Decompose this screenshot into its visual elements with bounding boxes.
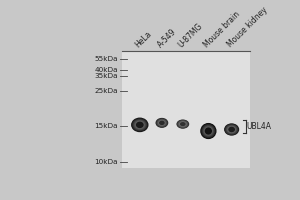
Ellipse shape — [181, 123, 184, 125]
Ellipse shape — [230, 128, 233, 131]
Ellipse shape — [181, 123, 185, 126]
Ellipse shape — [229, 127, 235, 132]
Text: 35kDa: 35kDa — [94, 73, 118, 79]
Ellipse shape — [228, 126, 236, 133]
Ellipse shape — [204, 126, 213, 136]
Text: 25kDa: 25kDa — [94, 88, 118, 94]
Text: 40kDa: 40kDa — [94, 67, 118, 73]
Ellipse shape — [161, 122, 163, 124]
Ellipse shape — [206, 128, 211, 134]
Ellipse shape — [178, 120, 188, 128]
Ellipse shape — [182, 123, 184, 125]
Ellipse shape — [202, 124, 215, 138]
Text: U-87MG: U-87MG — [176, 22, 204, 49]
Ellipse shape — [138, 124, 141, 126]
Ellipse shape — [156, 118, 168, 127]
Ellipse shape — [131, 118, 148, 132]
Ellipse shape — [178, 121, 188, 128]
Ellipse shape — [134, 120, 146, 130]
Ellipse shape — [159, 121, 165, 125]
Ellipse shape — [159, 120, 165, 125]
Ellipse shape — [224, 123, 239, 136]
Text: HeLa: HeLa — [134, 29, 154, 49]
Ellipse shape — [204, 127, 212, 135]
Ellipse shape — [135, 121, 144, 129]
Ellipse shape — [180, 122, 186, 126]
Ellipse shape — [136, 122, 143, 128]
Text: 55kDa: 55kDa — [94, 56, 118, 62]
Ellipse shape — [206, 129, 210, 133]
Ellipse shape — [179, 121, 187, 127]
Text: 10kDa: 10kDa — [94, 159, 118, 165]
Text: Mouse brain: Mouse brain — [202, 10, 242, 49]
Ellipse shape — [207, 130, 210, 132]
Ellipse shape — [137, 122, 143, 127]
Ellipse shape — [203, 126, 214, 136]
Ellipse shape — [230, 128, 233, 131]
Ellipse shape — [133, 119, 146, 130]
Ellipse shape — [229, 127, 234, 132]
Ellipse shape — [180, 122, 185, 126]
Ellipse shape — [155, 118, 168, 128]
Ellipse shape — [225, 124, 238, 135]
Ellipse shape — [132, 118, 148, 132]
Ellipse shape — [158, 120, 166, 126]
Ellipse shape — [138, 123, 142, 127]
Bar — [122, 51, 250, 168]
Ellipse shape — [201, 124, 216, 138]
Text: Mouse kidney: Mouse kidney — [225, 6, 269, 49]
Ellipse shape — [160, 121, 164, 125]
Ellipse shape — [177, 120, 189, 128]
Text: A-549: A-549 — [155, 27, 178, 49]
Ellipse shape — [178, 121, 187, 127]
Ellipse shape — [157, 119, 167, 127]
Ellipse shape — [202, 125, 214, 137]
Ellipse shape — [200, 123, 217, 139]
Ellipse shape — [228, 127, 235, 132]
Ellipse shape — [180, 122, 186, 126]
Ellipse shape — [136, 122, 144, 128]
Ellipse shape — [205, 127, 212, 135]
Ellipse shape — [226, 125, 237, 134]
Ellipse shape — [133, 119, 147, 131]
Ellipse shape — [157, 119, 167, 127]
Ellipse shape — [160, 122, 164, 124]
Ellipse shape — [176, 119, 189, 129]
Text: 15kDa: 15kDa — [94, 123, 118, 129]
Ellipse shape — [159, 121, 165, 125]
Ellipse shape — [226, 125, 237, 134]
Ellipse shape — [205, 128, 212, 134]
Ellipse shape — [225, 124, 238, 135]
Ellipse shape — [135, 121, 145, 129]
Ellipse shape — [227, 126, 236, 133]
Ellipse shape — [158, 120, 166, 126]
Text: UBL4A: UBL4A — [247, 122, 272, 131]
